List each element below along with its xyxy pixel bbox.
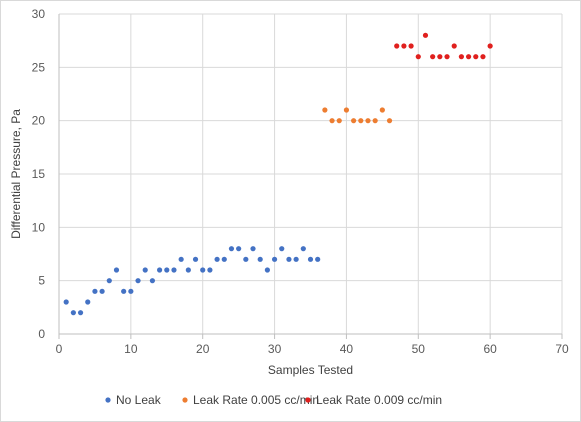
- data-point-series-0: [77, 310, 84, 316]
- data-point-series-2: [422, 32, 429, 38]
- y-tick-label: 20: [32, 114, 46, 128]
- legend-marker: [105, 397, 111, 403]
- x-tick-label: 30: [268, 342, 282, 356]
- data-point-series-0: [99, 288, 105, 294]
- data-point-series-2: [437, 54, 443, 60]
- x-tick-label: 10: [124, 342, 138, 356]
- data-point-series-0: [171, 267, 177, 273]
- data-point-series-0: [236, 246, 242, 252]
- data-point-series-0: [128, 288, 134, 294]
- gridlines: [59, 13, 563, 334]
- data-point-series-2: [465, 54, 472, 60]
- data-point-series-0: [113, 267, 120, 273]
- data-point-series-2: [473, 54, 479, 60]
- y-tick-label: 15: [32, 167, 46, 181]
- data-point-series-0: [250, 246, 256, 252]
- data-point-series-0: [70, 310, 76, 316]
- data-point-series-2: [415, 54, 421, 60]
- data-point-series-0: [185, 267, 191, 273]
- data-point-series-1: [386, 118, 393, 124]
- data-point-series-0: [164, 267, 170, 273]
- data-point-series-0: [307, 256, 314, 262]
- data-point-series-0: [135, 278, 141, 284]
- y-axis-title: Differential Pressure, Pa: [9, 109, 23, 239]
- data-point-series-1: [329, 118, 335, 124]
- data-point-series-0: [106, 278, 112, 284]
- data-point-series-2: [444, 54, 450, 60]
- data-point-series-0: [221, 256, 227, 262]
- legend-entry-label: No Leak: [116, 393, 162, 407]
- data-point-series-2: [458, 54, 464, 60]
- x-tick-label: 60: [483, 342, 497, 356]
- data-point-series-2: [480, 54, 486, 60]
- x-tick-label: 70: [555, 342, 569, 356]
- data-point-series-0: [214, 256, 220, 262]
- data-point-series-0: [142, 267, 148, 273]
- data-point-series-0: [257, 256, 263, 262]
- data-point-series-1: [336, 118, 342, 124]
- data-point-series-0: [286, 256, 292, 262]
- data-point-series-1: [351, 118, 357, 124]
- data-point-series-1: [365, 118, 371, 124]
- data-point-series-0: [271, 256, 278, 262]
- data-point-series-1: [358, 118, 364, 124]
- x-tick-label: 50: [412, 342, 426, 356]
- legend-marker: [305, 397, 311, 403]
- legend-entry-label: Leak Rate 0.009 cc/min: [316, 393, 442, 407]
- x-axis-title: Samples Tested: [268, 363, 353, 377]
- data-point-series-0: [85, 299, 91, 305]
- legend-entry-label: Leak Rate 0.005 cc/min: [193, 393, 319, 407]
- y-tick-label: 25: [32, 60, 46, 74]
- data-point-series-2: [430, 54, 436, 60]
- data-point-series-0: [300, 246, 306, 252]
- y-tick-label: 0: [38, 327, 45, 341]
- data-point-series-0: [178, 256, 184, 262]
- legend-marker: [182, 397, 188, 403]
- data-point-series-1: [343, 107, 350, 113]
- data-point-series-1: [379, 107, 385, 113]
- data-point-series-0: [157, 267, 163, 273]
- data-point-series-2: [408, 43, 414, 49]
- tick-labels: 0 10 20 30 40 50 60 70 0 5 10 15 20 25 30: [32, 7, 569, 356]
- data-point-series-0: [264, 267, 270, 273]
- data-point-series-1: [322, 107, 328, 113]
- data-point-series-2: [394, 43, 400, 49]
- data-point-series-0: [200, 267, 206, 273]
- data-point-series-0: [121, 288, 127, 294]
- data-point-series-0: [243, 256, 249, 262]
- data-point-series-0: [228, 246, 235, 252]
- data-point-series-0: [279, 246, 285, 252]
- y-tick-label: 30: [32, 7, 46, 21]
- x-tick-label: 20: [196, 342, 210, 356]
- data-point-series-0: [293, 256, 299, 262]
- data-point-series-2: [487, 43, 493, 49]
- data-point-series-2: [401, 43, 407, 49]
- data-point-series-0: [315, 256, 321, 262]
- data-point-series-0: [149, 278, 156, 284]
- data-points: [63, 32, 493, 316]
- x-tick-label: 40: [340, 342, 354, 356]
- data-point-series-0: [207, 267, 213, 273]
- data-point-series-0: [92, 288, 98, 294]
- data-point-series-1: [372, 118, 378, 124]
- data-point-series-0: [192, 256, 199, 262]
- data-point-series-0: [63, 299, 69, 305]
- y-tick-label: 10: [32, 220, 46, 234]
- y-tick-label: 5: [38, 274, 45, 288]
- x-tick-label: 0: [56, 342, 63, 356]
- axes: [58, 14, 563, 339]
- data-point-series-2: [451, 43, 457, 49]
